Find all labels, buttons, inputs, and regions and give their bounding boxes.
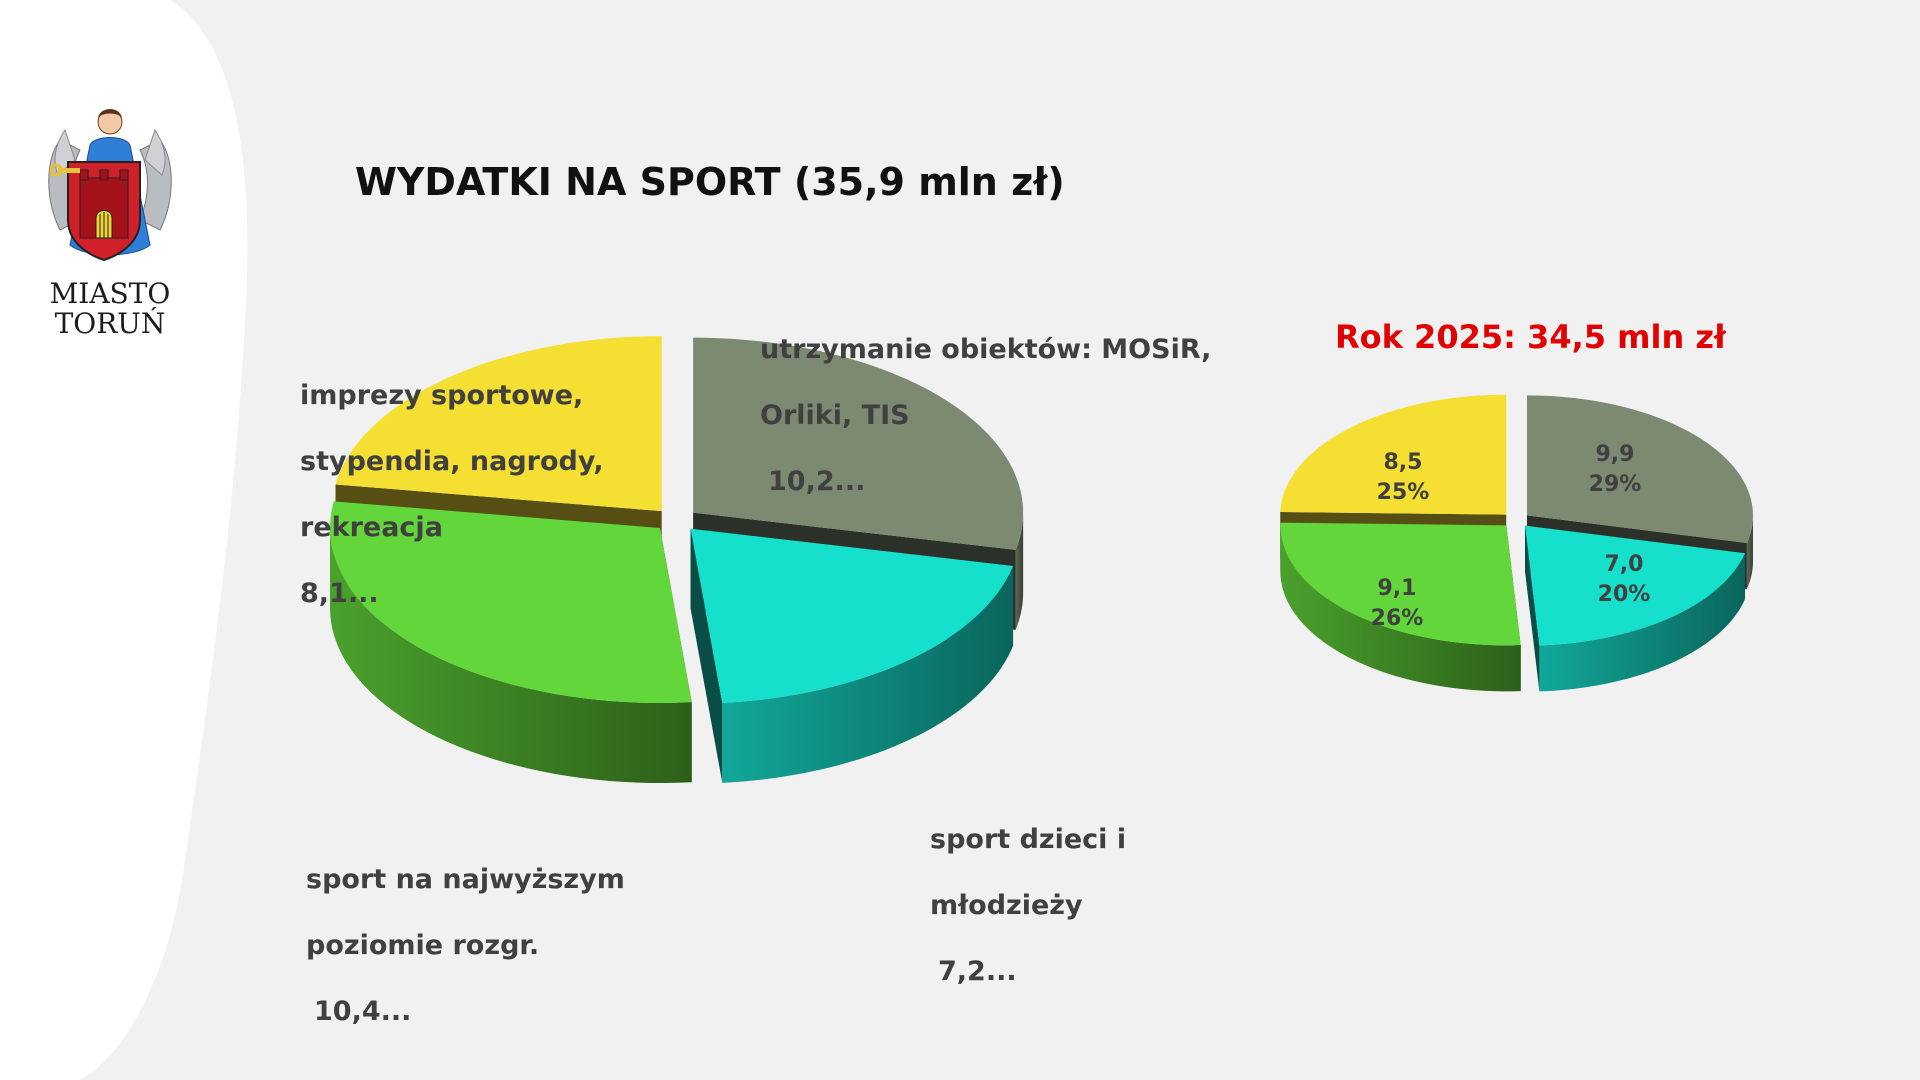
main-slice-1-side <box>722 565 1014 783</box>
small-cyan-percent: 20% <box>1597 582 1651 607</box>
small-cyan-value: 7,0 <box>1604 552 1644 577</box>
label-green-value: 10,4... <box>314 996 412 1027</box>
side-slice-0 <box>1526 395 1753 544</box>
small-yellow-percent: 25% <box>1376 480 1430 505</box>
label-green-line1: sport na najwyższym <box>306 864 625 895</box>
side-slice-0-side <box>1746 515 1753 590</box>
small-gray-percent: 29% <box>1588 472 1642 497</box>
small-green-value: 9,1 <box>1377 576 1417 601</box>
label-gray-value: 10,2... <box>768 466 866 497</box>
label-green-line2: poziomie rozgr. <box>306 930 540 961</box>
small-yellow-value: 8,5 <box>1383 450 1423 475</box>
side-slice-2 <box>1280 522 1521 646</box>
city-logo: MIASTO TORUŃ <box>40 100 180 339</box>
label-yellow-value: 8,1... <box>300 578 379 609</box>
label-cyan-value: 7,2... <box>938 956 1017 987</box>
label-sport-najwyzszy-poziom: sport na najwyższym poziomie rozgr. 10,4… <box>306 830 625 1061</box>
main-slice-2 <box>330 501 692 704</box>
side-chart-title: Rok 2025: 34,5 mln zł <box>1335 318 1726 356</box>
small-label-gray: 9,9 29% <box>1575 440 1655 500</box>
logo-text-line2: TORUŃ <box>54 307 166 340</box>
main-slice-2-side <box>330 528 692 783</box>
small-label-cyan: 7,0 20% <box>1584 550 1664 610</box>
label-yellow-line2: stypendia, nagrody, <box>300 446 604 477</box>
main-slice-0 <box>693 337 1024 550</box>
page-title: WYDATKI NA SPORT (35,9 mln zł) <box>355 160 1065 204</box>
main-slice-1-wall-1 <box>690 528 723 783</box>
main-slice-1 <box>690 528 1014 703</box>
small-green-percent: 26% <box>1370 606 1424 631</box>
side-slice-1-wall-1 <box>1525 525 1540 692</box>
label-sport-dzieci: sport dzieci i młodzieży 7,2... <box>930 790 1126 1021</box>
label-utrzymanie-obiektow: utrzymanie obiektów: MOSiR, Orliki, TIS … <box>760 300 1211 531</box>
main-pie <box>330 336 1024 783</box>
label-gray-line1: utrzymanie obiektów: MOSiR, <box>760 334 1212 365</box>
side-pie <box>1280 394 1753 692</box>
label-imprezy-sportowe: imprezy sportowe, stypendia, nagrody, re… <box>300 346 604 643</box>
side-slice-1 <box>1525 525 1745 646</box>
label-yellow-line3: rekreacja <box>300 512 443 543</box>
label-gray-line2: Orliki, TIS <box>760 400 910 431</box>
label-cyan-line2: młodzieży <box>930 890 1083 921</box>
small-label-yellow: 8,5 25% <box>1363 448 1443 508</box>
side-slice-2-side <box>1280 525 1521 692</box>
small-gray-value: 9,9 <box>1595 442 1635 467</box>
side-slice-1-side <box>1539 553 1745 692</box>
main-slice-3 <box>335 336 662 512</box>
label-cyan-line1: sport dzieci i <box>930 824 1127 855</box>
main-slice-0-side <box>1015 512 1024 630</box>
side-slice-3 <box>1280 394 1507 515</box>
torun-coat-of-arms-icon <box>48 109 172 262</box>
label-yellow-line1: imprezy sportowe, <box>300 380 584 411</box>
logo-text-line1: MIASTO <box>49 277 171 310</box>
small-label-green: 9,1 26% <box>1357 574 1437 634</box>
